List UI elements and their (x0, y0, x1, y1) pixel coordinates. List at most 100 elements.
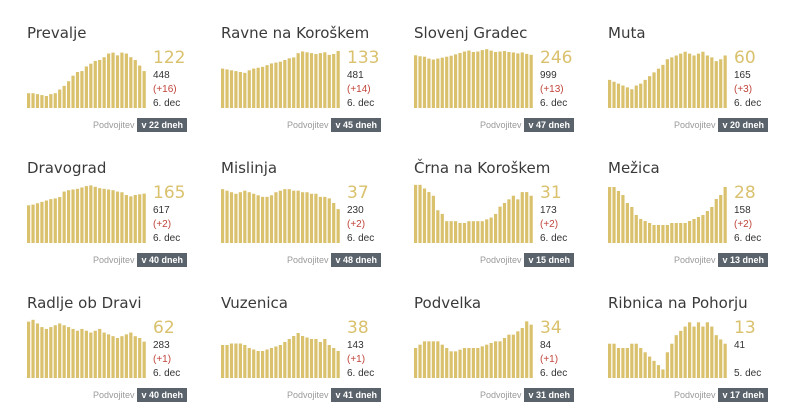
bar (427, 192, 431, 243)
bar (40, 201, 44, 243)
latest-value: 165 (153, 183, 186, 203)
bar (445, 348, 449, 378)
bar (625, 203, 629, 243)
bar (238, 192, 242, 243)
bar (511, 52, 515, 108)
chart-title: Slovenj Gradec (414, 24, 528, 42)
chart-panel: Slovenj Gradec 246 999 (+13) 6. dec Podvojite… (414, 24, 586, 144)
bar (292, 336, 296, 378)
bar (111, 52, 115, 108)
bar (115, 55, 120, 108)
bar (634, 343, 638, 378)
latest-value: 28 (734, 183, 756, 203)
bar (529, 54, 533, 108)
bar (252, 349, 256, 378)
bar (449, 55, 453, 108)
chart-title: Dravograd (27, 159, 107, 177)
bar (665, 225, 669, 243)
bar (40, 327, 44, 378)
total-count: 143 (347, 340, 364, 351)
bar (608, 187, 612, 243)
doubling-badge: v 13 dneh (718, 253, 768, 267)
bar (234, 193, 238, 243)
bar (485, 344, 489, 378)
bar (502, 338, 507, 378)
total-count: 165 (734, 70, 751, 81)
bar (138, 338, 142, 378)
doubling-badge: v 47 dneh (524, 118, 574, 132)
date-label: 6. dec (153, 368, 181, 379)
latest-value: 37 (347, 183, 369, 203)
bar (520, 192, 524, 243)
bar (436, 341, 440, 378)
doubling-row: Podvojitev v 40 dneh (27, 388, 187, 402)
bar (418, 184, 422, 243)
bar-chart (27, 52, 146, 108)
bar (670, 223, 674, 243)
bar (516, 199, 520, 243)
doubling-row: Podvojitev v 15 dneh (414, 253, 574, 267)
latest-value: 31 (540, 183, 562, 203)
bar (679, 53, 683, 108)
chart-panel: Mežica 28 158 (+2) 6. dec Podvojitev v 13 dneh (608, 159, 780, 279)
doubling-row: Podvojitev v 17 dneh (608, 388, 768, 402)
chart-title: Muta (608, 24, 646, 42)
bar (336, 351, 340, 378)
bar (58, 323, 62, 378)
bar (692, 326, 696, 378)
bar (679, 330, 683, 378)
bar (630, 207, 634, 243)
bar (714, 61, 718, 108)
chart-title: Radlje ob Dravi (27, 294, 142, 312)
bar (142, 341, 146, 378)
bar (608, 79, 612, 108)
bar (98, 188, 102, 243)
bar (630, 89, 634, 108)
latest-value: 60 (734, 48, 756, 68)
bar-chart (27, 185, 146, 243)
doubling-badge: v 40 dneh (137, 253, 187, 267)
bar-chart (414, 49, 533, 108)
bar (84, 330, 88, 378)
bar (692, 219, 696, 243)
bar (656, 365, 661, 378)
doubling-label: Podvojitev (479, 390, 522, 400)
bar (683, 51, 687, 108)
bar (714, 335, 718, 378)
doubling-row: Podvojitev v 31 dneh (414, 388, 574, 402)
bar (278, 61, 282, 108)
bar (111, 336, 115, 378)
bar (489, 343, 493, 378)
bar (44, 328, 48, 378)
chart-title: Vuzenica (221, 294, 288, 312)
bar (305, 337, 309, 378)
bar (225, 345, 229, 378)
bar (458, 349, 462, 378)
bar (714, 199, 718, 243)
bar-chart (414, 184, 533, 243)
doubling-badge: v 22 dneh (137, 118, 187, 132)
bar (723, 55, 727, 108)
bar (296, 53, 300, 108)
bar (525, 321, 529, 378)
bar (62, 325, 66, 378)
bar (485, 49, 489, 108)
date-label: 6. dec (347, 233, 375, 244)
date-label: 6. dec (347, 368, 375, 379)
doubling-label: Podvojitev (92, 255, 135, 265)
bar (692, 55, 696, 108)
bar (247, 348, 251, 378)
bar (261, 196, 265, 243)
bar (133, 195, 137, 243)
bar (525, 53, 529, 108)
bar (265, 196, 269, 243)
bar (701, 51, 705, 108)
bar (458, 52, 462, 108)
bar (616, 191, 621, 243)
bar (120, 52, 124, 108)
bar (301, 192, 305, 243)
doubling-row: Podvojitev v 22 dneh (27, 118, 187, 132)
doubling-badge: v 48 dneh (331, 253, 381, 267)
bar (115, 191, 120, 243)
bar (305, 192, 309, 243)
